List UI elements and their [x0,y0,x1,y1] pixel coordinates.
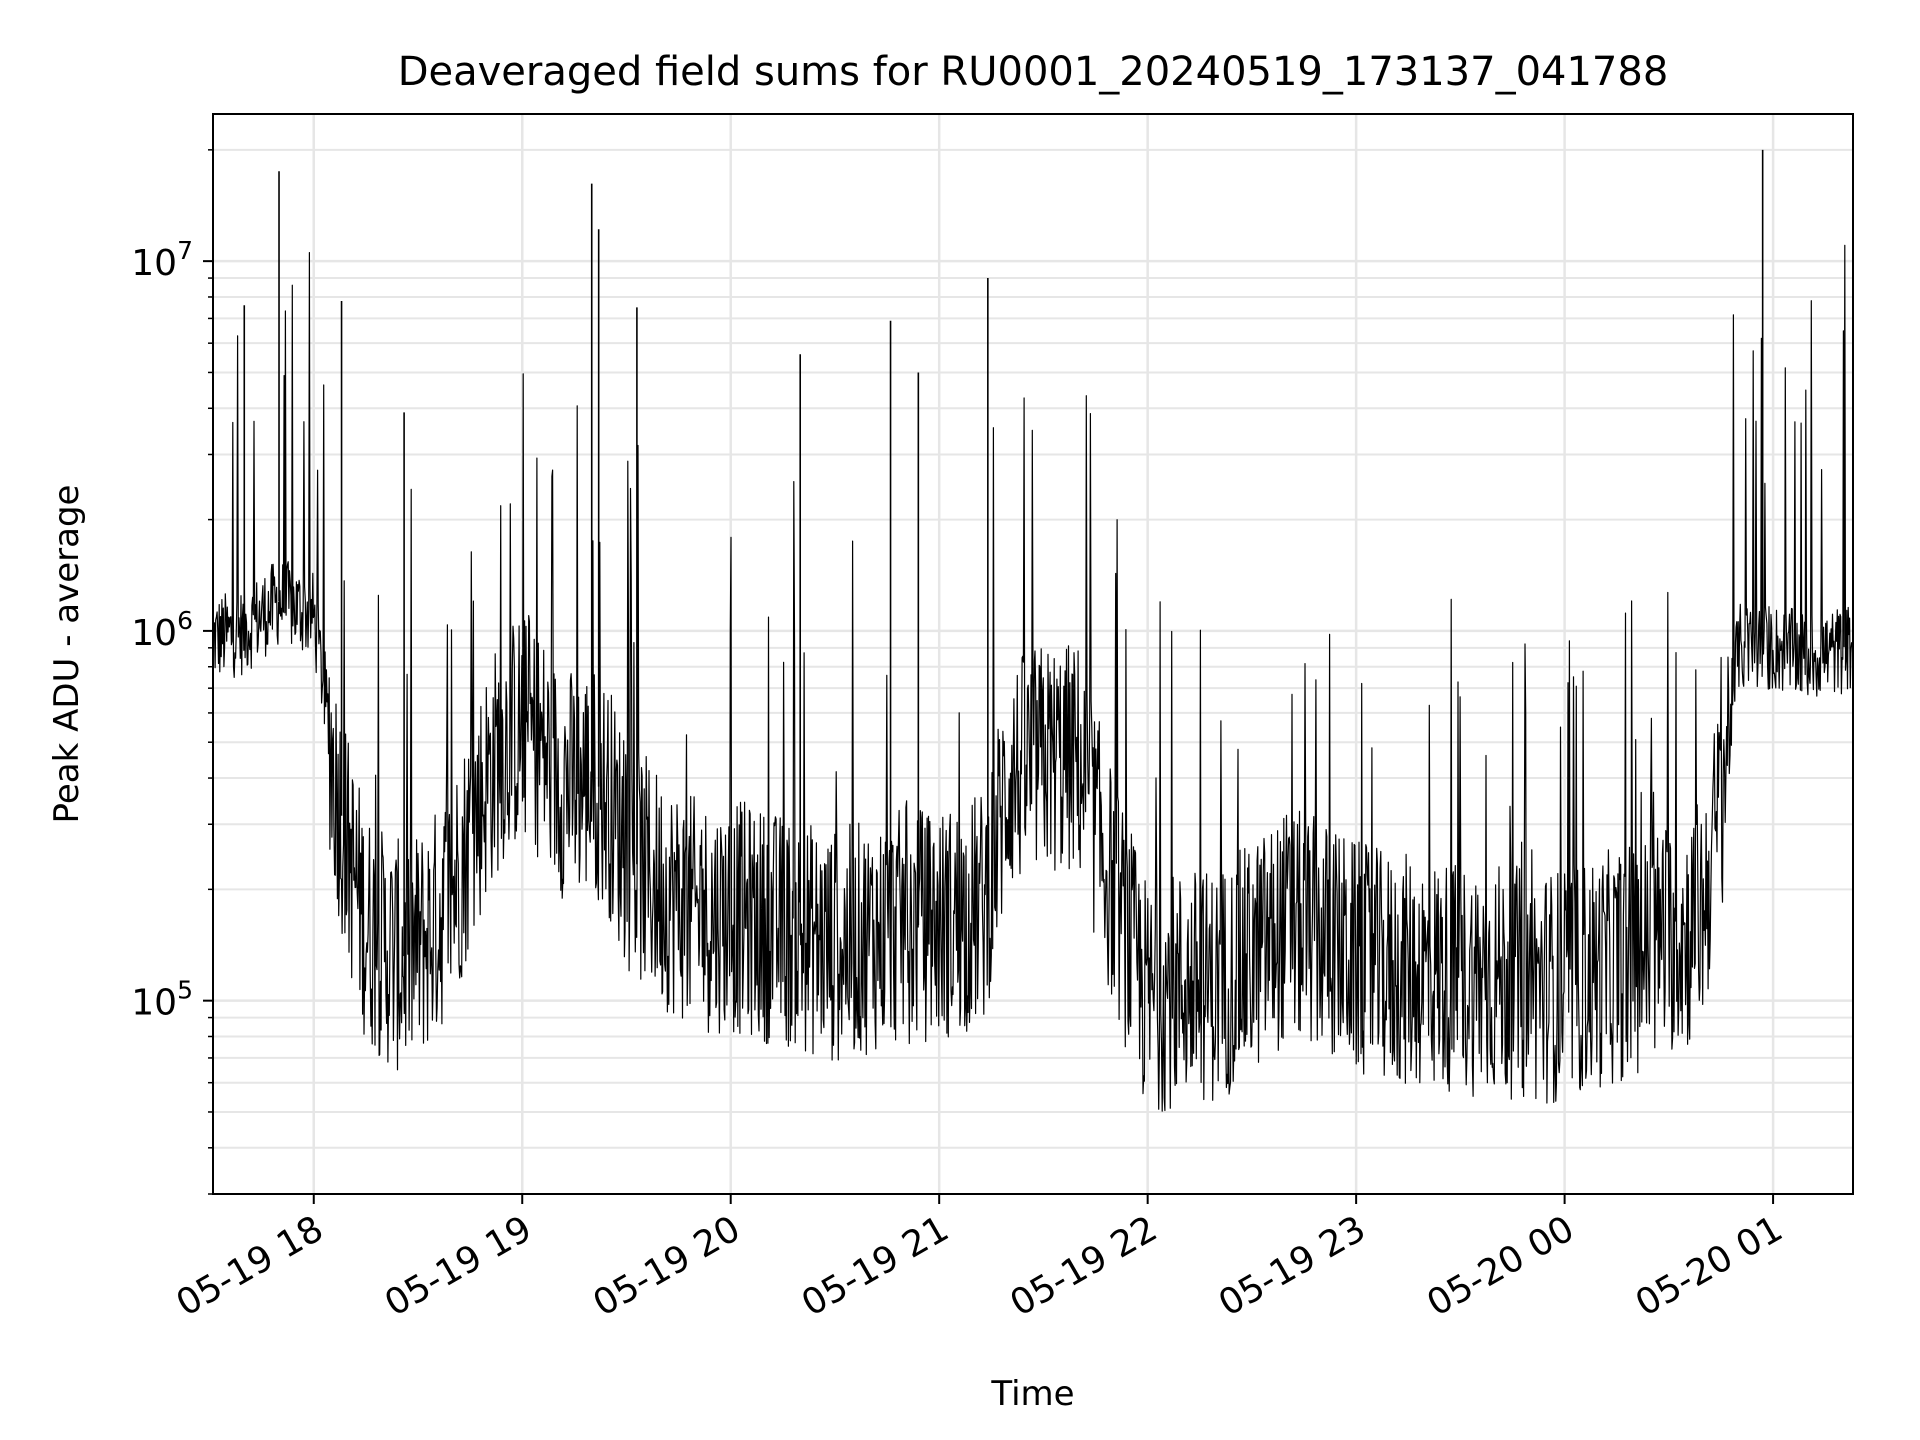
y-tick-label-base: 10 [131,613,177,654]
axes-frame [212,113,1854,1195]
chart-title: Deaveraged field sums for RU0001_2024051… [398,49,1669,95]
y-axis-label: Peak ADU - average [47,485,87,824]
y-tick-label-base: 10 [131,243,177,284]
x-axis-label: Time [990,1374,1074,1414]
data-line [212,244,1854,1112]
y-tick-label-base: 10 [131,983,177,1024]
y-tick-label-exponent: 5 [177,976,193,1005]
data-series [212,149,1854,1112]
y-tick-label: 106 [131,606,193,654]
y-tick-label: 105 [131,976,193,1024]
y-tick-label-exponent: 7 [177,236,193,265]
grid-lines [213,114,1853,1195]
y-tick-label-exponent: 6 [177,606,193,635]
y-tick-label: 107 [131,236,193,284]
